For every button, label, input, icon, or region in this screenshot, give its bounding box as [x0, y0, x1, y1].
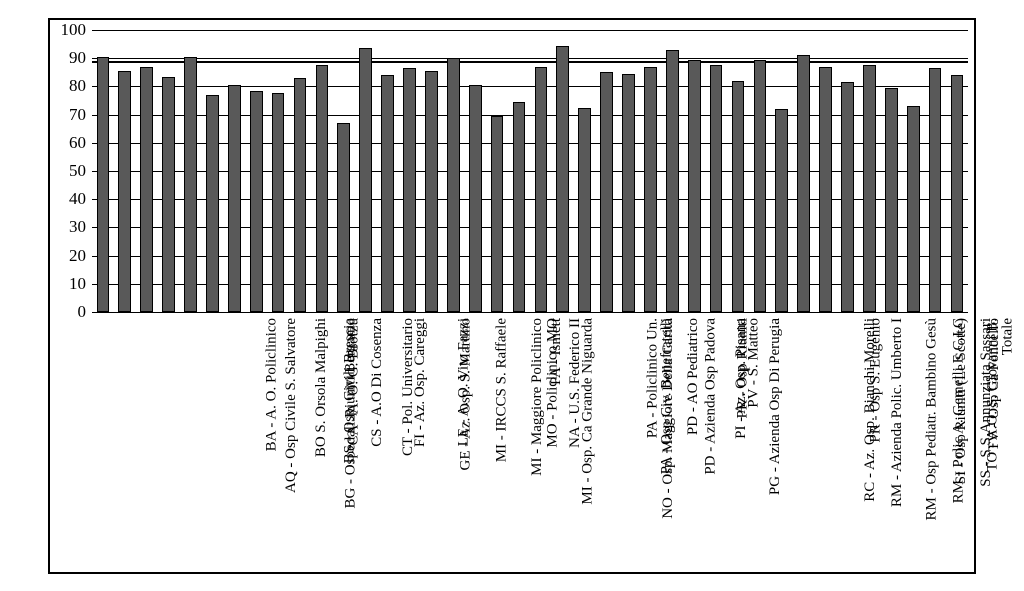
bar	[228, 85, 241, 312]
y-tick-label: 70	[69, 105, 92, 125]
bar	[754, 60, 767, 312]
y-tick-label: 100	[61, 20, 93, 40]
x-tick-label: CS - A.O Di Cosenza	[368, 318, 385, 447]
x-tick-label: MI - Maggiore Policlinico	[529, 318, 546, 476]
x-tick-label: PA - Osp Civ. Benefratelli	[659, 318, 676, 474]
bar	[184, 57, 197, 312]
bar	[272, 93, 285, 312]
chart-frame: 0 10 20 30 40 50 60 70 80 90 100 AQ - Osp Civile S…	[48, 18, 976, 574]
x-tick-label: PG - Azienda Osp Di Perugia	[767, 318, 784, 495]
bar	[337, 123, 350, 312]
x-tick-label: PD - Azienda Osp Padova	[703, 318, 720, 475]
bar	[97, 57, 110, 312]
bar	[535, 67, 548, 312]
bar	[359, 48, 372, 312]
y-tick-label: 50	[69, 161, 92, 181]
bar	[863, 65, 876, 312]
bar	[710, 65, 723, 312]
bar	[841, 82, 854, 312]
bar	[688, 60, 701, 312]
bar	[556, 46, 569, 312]
bar	[907, 106, 920, 312]
x-tick-label: MI - IRCCS S. Raffaele	[493, 318, 510, 462]
bar	[797, 55, 810, 312]
bar	[294, 78, 307, 312]
plot-area: 0102030405060708090100 AQ - Osp Civile S…	[92, 30, 968, 312]
bar	[666, 50, 679, 312]
bar	[381, 75, 394, 312]
x-tick-label: PA - Policlinico Un.	[645, 318, 662, 438]
bar	[929, 68, 942, 312]
x-tick-label: PR - Osp S. Eugenio	[868, 318, 885, 443]
bar	[513, 102, 526, 312]
x-tick-label: AQ - Osp Civile S. Salvatore	[283, 318, 300, 493]
bar	[425, 71, 438, 312]
bar	[469, 85, 482, 312]
x-tick-label: BO S. Orsola Malpighi	[313, 318, 330, 457]
x-tick-label: PV - S. Matteo	[745, 318, 762, 408]
x-tick-label: BA - A. O. Policlinico	[263, 318, 280, 451]
bar	[118, 71, 131, 312]
y-tick-label: 60	[69, 133, 92, 153]
x-tick-label: LE - A. O. Vito Fazzi	[456, 318, 473, 446]
bar	[775, 109, 788, 312]
y-tick-label: 10	[69, 274, 92, 294]
y-tick-label: 40	[69, 189, 92, 209]
bar	[316, 65, 329, 312]
bar-series	[92, 30, 968, 312]
y-tick-label: 90	[69, 48, 92, 68]
bar	[644, 67, 657, 312]
y-tick-label: 80	[69, 76, 92, 96]
bar	[951, 75, 964, 312]
bar	[403, 68, 416, 312]
y-tick-label: 30	[69, 217, 92, 237]
bar	[162, 77, 175, 312]
bar	[885, 88, 898, 312]
bar	[578, 108, 591, 312]
bar	[206, 95, 219, 312]
x-tick-label: RM - Azienda Polic. Umberto I	[889, 318, 906, 507]
y-tick-label: 0	[78, 302, 93, 322]
bar	[140, 67, 153, 312]
bar	[491, 116, 504, 312]
x-tick-label: PA - Ismett	[547, 318, 564, 385]
x-tick-label: FI - Az. Osp. Careggi	[413, 318, 430, 447]
x-tick-label: NA - U.S. Federico II	[567, 318, 584, 448]
bar	[600, 72, 613, 312]
y-tick-label: 20	[69, 246, 92, 266]
x-tick-label: Totale	[1000, 318, 1017, 355]
bar	[447, 58, 460, 312]
bar	[250, 91, 263, 312]
bar	[819, 67, 832, 312]
y-gridline	[92, 312, 968, 313]
x-tick-label: CA - A. O. G. Brotzu	[345, 318, 362, 446]
x-tick-label: RM - Osp Pediatr. Bambino Gesù	[924, 318, 941, 521]
bar	[732, 81, 745, 312]
x-tick-label: PD - AO Pediatrico	[685, 318, 702, 435]
x-tick-label: SI - Osp Riuniti (Le Scotte)	[953, 318, 970, 484]
bar	[622, 74, 635, 312]
